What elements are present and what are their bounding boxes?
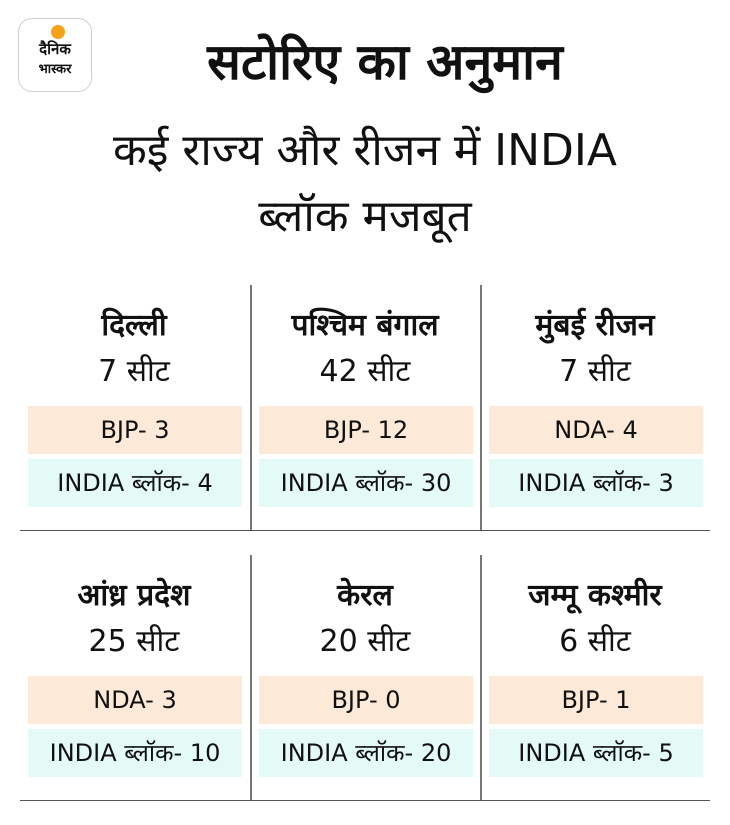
region-card-mumbai: मुंबई रीजन 7 सीट NDA- 4 INDIA ब्लॉक- 3	[481, 285, 709, 530]
party-row: BJP- 12	[259, 406, 473, 454]
region-name: दिल्ली	[101, 308, 167, 343]
india-bloc-row: INDIA ब्लॉक- 5	[489, 729, 703, 777]
region-card-west-bengal: पश्चिम बंगाल 42 सीट BJP- 12 INDIA ब्लॉक-…	[251, 285, 479, 530]
region-grid-row-1: दिल्ली 7 सीट BJP- 3 INDIA ब्लॉक- 4 पश्चि…	[20, 285, 710, 531]
india-bloc-row: INDIA ब्लॉक- 3	[489, 459, 703, 507]
party-row: BJP- 0	[259, 676, 473, 724]
india-bloc-row: INDIA ब्लॉक- 20	[259, 729, 473, 777]
logo-line-1: दैनिक	[39, 40, 71, 58]
dainik-bhaskar-logo: दैनिक भास्कर	[18, 18, 92, 92]
column-divider	[250, 285, 252, 530]
subtitle-line-1: कई राज्य और रीजन में INDIA	[112, 125, 618, 176]
region-seats: 20 सीट	[319, 624, 411, 659]
page-title: सटोरिए का अनुमान	[207, 33, 563, 91]
region-name: मुंबई रीजन	[535, 308, 655, 343]
region-card-andhra-pradesh: आंध्र प्रदेश 25 सीट NDA- 3 INDIA ब्लॉक- …	[20, 555, 248, 800]
india-bloc-row: INDIA ब्लॉक- 10	[28, 729, 242, 777]
column-divider	[480, 285, 482, 530]
subtitle-line-2: ब्लॉक मजबूत	[258, 191, 472, 242]
region-name: पश्चिम बंगाल	[291, 308, 439, 343]
region-seats: 25 सीट	[88, 624, 180, 659]
region-seats: 42 सीट	[319, 354, 411, 389]
india-bloc-row: INDIA ब्लॉक- 4	[28, 459, 242, 507]
party-row: NDA- 3	[28, 676, 242, 724]
region-seats: 7 सीट	[559, 354, 631, 389]
region-name: केरल	[337, 578, 393, 613]
region-card-kerala: केरल 20 सीट BJP- 0 INDIA ब्लॉक- 20	[251, 555, 479, 800]
region-card-delhi: दिल्ली 7 सीट BJP- 3 INDIA ब्लॉक- 4	[20, 285, 248, 530]
region-name: आंध्र प्रदेश	[77, 578, 191, 613]
logo-line-2: भास्कर	[38, 62, 72, 77]
party-row: BJP- 3	[28, 406, 242, 454]
region-seats: 6 सीट	[559, 624, 631, 659]
page-subtitle: कई राज्य और रीजन में INDIA ब्लॉक मजबूत	[0, 118, 730, 250]
party-row: NDA- 4	[489, 406, 703, 454]
region-grid-row-2: आंध्र प्रदेश 25 सीट NDA- 3 INDIA ब्लॉक- …	[20, 555, 710, 801]
sun-icon	[51, 25, 65, 39]
region-card-jammu-kashmir: जम्मू कश्मीर 6 सीट BJP- 1 INDIA ब्लॉक- 5	[481, 555, 709, 800]
party-row: BJP- 1	[489, 676, 703, 724]
column-divider	[480, 555, 482, 800]
region-seats: 7 सीट	[98, 354, 170, 389]
column-divider	[250, 555, 252, 800]
india-bloc-row: INDIA ब्लॉक- 30	[259, 459, 473, 507]
region-name: जम्मू कश्मीर	[528, 578, 662, 613]
